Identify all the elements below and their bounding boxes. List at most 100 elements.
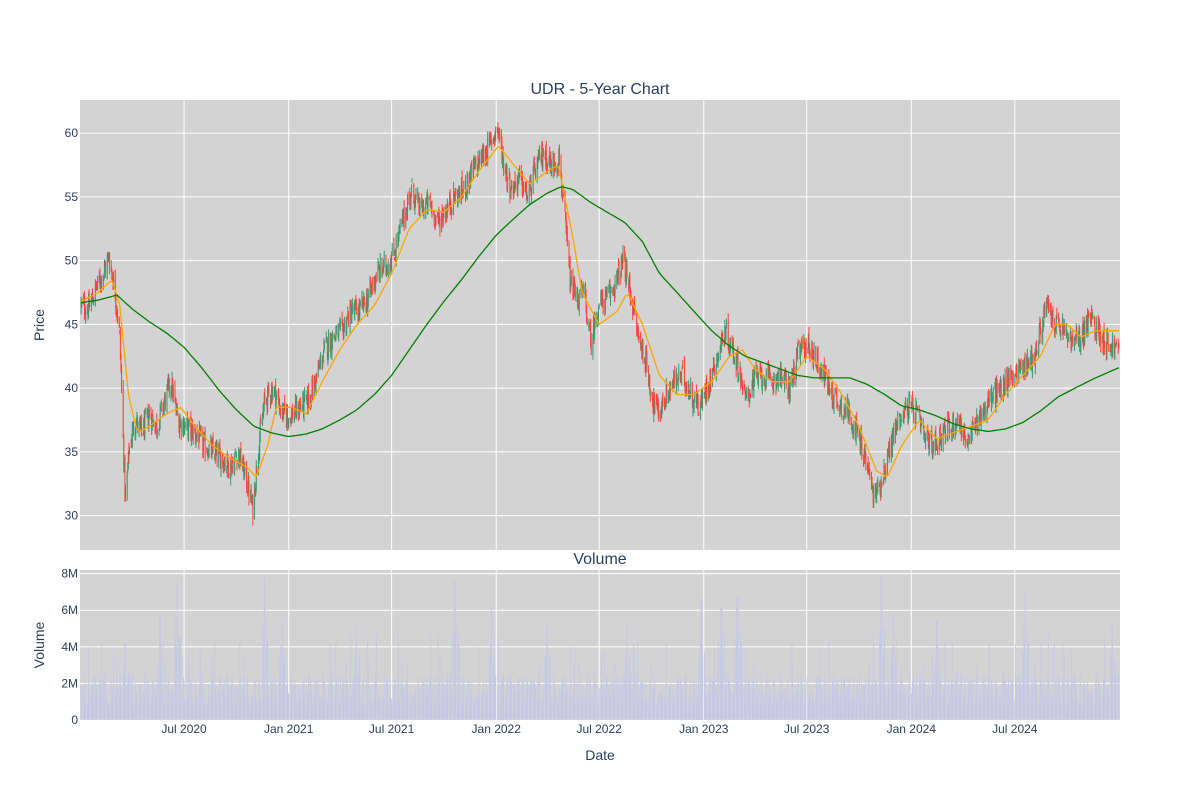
volume-bar [446,673,448,720]
volume-bar [139,705,141,720]
candle-body [1036,345,1037,353]
volume-bar [1018,675,1020,720]
candle-body [486,156,488,159]
volume-bar [827,685,829,720]
candle-body [494,131,496,143]
candle-body [653,393,655,412]
candle-body [767,368,769,374]
candle-body [963,436,965,440]
volume-bar [178,639,180,720]
volume-bar [859,674,861,720]
volume-bar [186,694,188,720]
volume-bar [893,615,895,720]
volume-bar [947,705,949,720]
volume-bar [797,681,799,720]
candle-body [1102,336,1104,349]
candle-body [816,367,818,368]
candle-body [423,205,424,217]
candle-body [1087,315,1089,331]
volume-bar [403,693,405,720]
price-tick-label: 40 [65,381,79,395]
candle-body [224,460,226,468]
candle-body [991,398,993,404]
volume-bar [1028,692,1030,720]
volume-bar [804,690,806,720]
candle-body [102,277,104,284]
volume-bar [287,680,288,720]
volume-bar [288,693,290,720]
volume-bar [956,672,958,720]
candle-body [705,388,706,400]
volume-bar [974,698,976,720]
volume-bar [469,677,470,720]
candle-body [454,191,456,203]
volume-bar [531,681,532,720]
volume-bar [836,706,838,720]
volume-bar [884,701,886,720]
candle-body [489,136,491,139]
candle-body [318,364,320,366]
candle-body [1024,356,1025,374]
candle-body [1060,332,1062,337]
volume-bar [429,675,431,720]
volume-bar [940,681,942,720]
candle-body [445,208,447,219]
volume-bar [732,691,734,720]
volume-bar [223,679,225,720]
volume-bar [332,689,333,720]
volume-bar [1038,702,1040,720]
volume-bar [976,674,978,720]
volume-bar [450,689,452,720]
volume-bar [633,704,635,720]
candle-body [852,425,854,432]
volume-bar [191,683,193,720]
volume-bar [247,696,249,720]
volume-bar [290,676,292,720]
candle-body [347,314,349,317]
volume-bar [978,697,980,720]
volume-bar [554,696,556,720]
candle-body [674,372,676,386]
volume-bar [502,678,503,720]
candle-body [166,386,168,408]
candle-body [331,346,333,354]
candle-body [573,282,575,297]
volume-bar [306,691,308,720]
candle-body [1099,323,1101,328]
candle-body [983,410,985,415]
candle-body [478,159,480,167]
candle-body [240,445,242,465]
candle-body [715,366,717,378]
volume-bar [964,676,966,720]
candle-body [804,355,806,357]
candle-body [827,377,829,394]
volume-bars [80,575,1120,720]
volume-bar [930,696,932,720]
volume-bar [255,698,257,720]
volume-bar [600,691,602,720]
volume-bar [271,682,273,720]
volume-bar [792,665,793,720]
volume-bar [896,664,897,720]
candle-body [686,381,688,396]
volume-plot-area[interactable] [80,570,1120,720]
volume-bar [1060,700,1062,720]
volume-bar [677,693,679,720]
candle-body [613,285,615,291]
candle-body [382,270,383,276]
candle-body [314,377,316,382]
candle-body [923,426,925,437]
volume-bar [394,706,396,720]
volume-bar [797,692,799,720]
volume-bar [525,699,527,720]
candle-body [402,214,403,218]
volume-bar [576,682,578,720]
volume-bar [377,702,379,720]
volume-bar [927,691,929,720]
volume-bar [272,679,274,720]
candle-body [1054,325,1056,334]
candle-body [1036,350,1038,353]
price-plot-area[interactable] [80,100,1120,550]
volume-bar [865,702,867,720]
candle-body [160,406,162,409]
